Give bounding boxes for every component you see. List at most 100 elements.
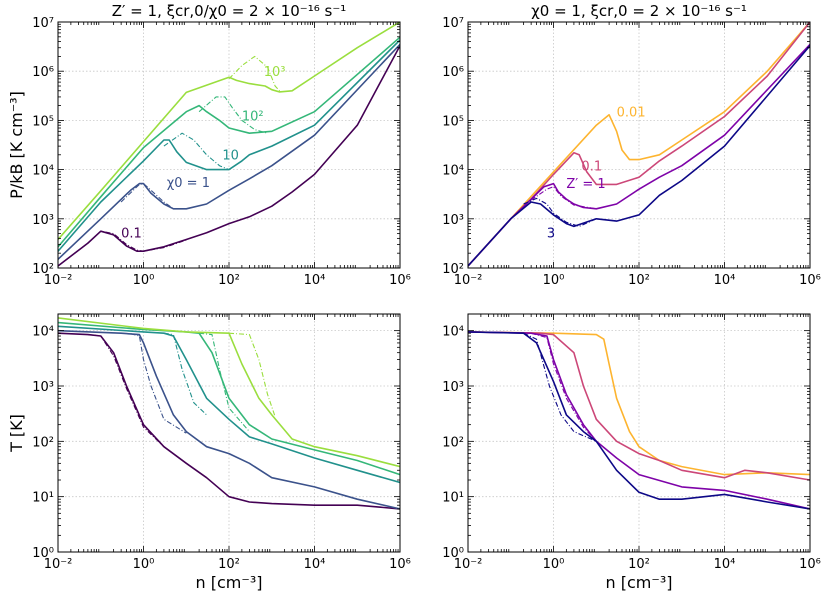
series-line-3 [530,332,597,442]
series-line-8 [58,22,400,241]
axes-frame [57,313,401,553]
series-group [58,317,400,510]
series-line-9 [228,55,281,93]
series-line-2 [468,43,810,267]
y-tick-label: 10³ [442,213,464,228]
x-tick-label: 10² [218,273,240,288]
series-line-3 [130,333,187,434]
y-tick-label: 10⁴ [32,164,54,179]
x-tick-label: 10⁶ [799,557,821,572]
x-tick-label: 10² [218,557,240,572]
series-line-2 [58,43,400,260]
y-tick-label: 10¹ [32,491,54,506]
x-tick-label: 10⁰ [133,273,155,288]
series-line-4 [58,325,400,484]
y-tick-label: 10³ [32,213,54,228]
x-tick-label: 10⁻² [454,557,483,572]
axes-frame [467,313,811,553]
axes-frame [57,21,401,269]
y-tick-label: 10² [442,262,464,277]
x-tick-label: 10⁴ [304,557,326,572]
series-line-4 [468,45,810,267]
y-tick-label: 10² [32,435,54,450]
series-line-7 [199,332,250,432]
x-tick-label: 10² [628,273,650,288]
series-line-5 [523,332,597,442]
series-line-0 [58,45,400,267]
y-tick-label: 10³ [32,380,54,395]
panel-top-left: 10⁻² 10⁰ 10² 10⁴ 10⁶ 10² 10³ 10⁴ 10⁵ 10⁶ 10⁷ Z′ = 1… [7,2,411,288]
y-tick-label: 10² [32,262,54,277]
x-axis-label: n [cm⁻³] [196,573,263,592]
series-line-2 [58,329,400,510]
y-tick-label: 10⁰ [32,546,54,561]
curve-label: Z′ = 1 [566,177,605,192]
x-tick-label: 10⁴ [714,557,736,572]
curve-label: 10³ [264,65,286,80]
y-tick-label: 10⁴ [442,164,464,179]
y-tick-label: 10⁴ [32,325,54,340]
grid [57,21,401,269]
x-tick-label: 10⁰ [543,273,565,288]
curve-label: 10 [222,149,239,164]
x-tick-label: 10⁰ [133,557,155,572]
panel-title: χ0 = 1, ξcr,0 = 2 × 10⁻¹⁶ s⁻¹ [531,2,747,20]
x-tick-label: 10⁻² [44,557,73,572]
series-line-5 [163,332,207,416]
series-line-4 [58,39,400,252]
y-tick-label: 10⁰ [442,546,464,561]
x-tick-label: 10⁶ [799,273,821,288]
curve-label: χ0 = 1 [167,176,210,191]
grid [57,314,401,553]
curve-label: 0.1 [121,226,142,241]
x-tick-label: 10⁴ [714,273,736,288]
panel-title: Z′ = 1, ξcr,0/χ0 = 2 × 10⁻¹⁶ s⁻¹ [112,2,347,20]
axes-frame [467,21,811,269]
x-tick-label: 10⁻² [44,273,73,288]
series-line-0 [468,331,810,476]
grid [467,21,811,269]
y-tick-label: 10³ [442,380,464,395]
y-tick-label: 10⁷ [32,16,54,31]
curve-label: 10² [242,109,264,124]
curve-label: 3 [547,226,555,241]
series-line-5 [163,132,230,171]
series-line-5 [523,197,597,227]
y-tick-label: 10⁵ [32,114,54,129]
y-tick-label: 10⁶ [442,65,464,80]
y-tick-label: 10¹ [442,491,464,506]
series-group [468,331,810,510]
y-tick-label: 10⁶ [32,65,54,80]
series-line-7 [198,96,268,134]
panel-top-right: 10⁻² 10⁰ 10² 10⁴ 10⁶ 10² 10³ 10⁴ 10⁵ 10⁶ 10⁷ χ0 = 1… [442,2,821,288]
y-tick-label: 10⁷ [442,16,464,31]
y-tick-label: 10⁴ [442,325,464,340]
series-line-1 [468,331,810,481]
series-line-6 [58,36,400,248]
x-tick-label: 10⁶ [389,557,411,572]
series-line-8 [58,317,400,468]
x-tick-label: 10² [628,557,650,572]
series-line-0 [58,332,400,510]
x-tick-label: 10⁰ [543,557,565,572]
x-tick-label: 10⁶ [389,273,411,288]
y-tick-label: 10² [442,435,464,450]
curve-label: 0.01 [617,106,646,121]
series-line-1 [87,334,165,448]
series-group [58,22,400,267]
series-group [468,22,810,267]
series-line-1 [58,230,187,267]
y-axis-label: T [K] [7,414,26,453]
series-line-3 [530,186,597,210]
series-line-0 [468,22,810,267]
x-axis-label: n [cm⁻³] [606,573,673,592]
x-tick-label: 10⁻² [454,273,483,288]
y-axis-label: P/kB [K cm⁻³] [7,91,26,199]
y-tick-label: 10⁵ [442,114,464,129]
curve-label: 0.1 [581,160,602,175]
series-line-9 [228,332,276,417]
grid [467,314,811,553]
